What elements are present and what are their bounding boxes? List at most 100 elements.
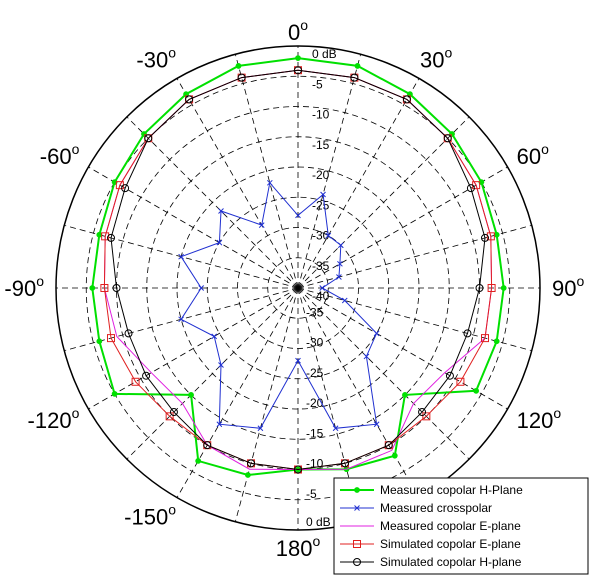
series-point — [100, 284, 109, 292]
angle-label-degree: o — [72, 141, 80, 157]
series-point — [165, 412, 174, 421]
series-point — [463, 329, 472, 338]
angle-label: 60o — [517, 141, 549, 169]
series-point — [373, 330, 380, 337]
angle-label-degree: o — [553, 405, 561, 421]
angle-label-value: 120 — [517, 408, 554, 433]
series-point — [337, 260, 343, 267]
legend-item: Measured crosspolar — [340, 501, 492, 515]
series-point — [144, 134, 153, 143]
grid-spoke — [297, 54, 362, 289]
angle-label: -30o — [136, 44, 176, 72]
series-point — [336, 274, 342, 280]
angle-label-value: -60 — [40, 144, 72, 169]
series-point — [332, 425, 339, 432]
angle-label-value: 90 — [552, 276, 576, 301]
grid-spoke — [126, 287, 299, 460]
angle-label: 30o — [420, 44, 452, 72]
grid-spoke — [297, 116, 470, 289]
series-point — [384, 441, 393, 450]
series-point — [218, 208, 224, 214]
series-point — [216, 421, 223, 428]
legend-item: Simulated copolar H-plane — [340, 555, 522, 569]
series-point — [131, 377, 140, 386]
angle-label-value: 30 — [420, 47, 444, 72]
series-point — [169, 408, 178, 417]
series-point — [337, 242, 344, 249]
grid-spoke — [297, 78, 420, 289]
series-point — [473, 387, 480, 394]
series-point — [195, 458, 202, 464]
angle-label-value: -90 — [4, 276, 36, 301]
series-point — [237, 73, 246, 82]
legend-label: Measured copolar E-plane — [380, 519, 521, 533]
series-point — [341, 297, 348, 304]
angle-label-value: -120 — [28, 408, 72, 433]
series-point — [487, 284, 496, 292]
series-point — [101, 232, 110, 241]
angle-label: -60o — [40, 141, 80, 169]
grid-spoke — [234, 287, 299, 522]
series-point — [443, 134, 452, 143]
series-point — [112, 284, 121, 292]
radial-tick-label: -20 — [312, 168, 330, 182]
series-point — [320, 191, 326, 198]
grid-spoke — [126, 116, 299, 289]
series-point — [295, 55, 301, 61]
series-point — [354, 63, 361, 69]
grid-spoke — [176, 78, 299, 289]
angle-label: 180o — [276, 533, 321, 561]
series-point — [198, 285, 205, 291]
angle-label: -90o — [4, 273, 44, 301]
grid-spoke — [234, 54, 299, 289]
angle-label-value: 180 — [276, 536, 313, 561]
legend-box — [333, 477, 589, 575]
series-point — [319, 285, 326, 291]
series-point — [325, 232, 332, 239]
radial-tick-label: -15 — [312, 138, 330, 152]
series-point — [203, 441, 212, 450]
series-point — [96, 231, 103, 238]
radial-tick-label-lower: -30 — [306, 336, 324, 350]
angle-label-degree: o — [168, 502, 176, 518]
radial-tick-label: -35 — [312, 259, 330, 273]
series-point — [106, 233, 115, 242]
angle-label: -120o — [28, 405, 80, 433]
legend-marker — [353, 558, 361, 566]
series-point — [445, 371, 454, 380]
series-point — [340, 459, 349, 468]
series-point — [456, 377, 465, 386]
grid-spoke — [297, 287, 508, 410]
series-1 — [178, 179, 380, 432]
series-point — [247, 459, 256, 468]
series-point — [493, 231, 500, 238]
series-point — [422, 412, 431, 421]
series-point — [244, 472, 251, 478]
legend-label: Simulated copolar E-plane — [380, 537, 521, 551]
legend-marker — [354, 505, 360, 511]
grid-spoke — [88, 287, 299, 410]
legend-item: Simulated copolar E-plane — [340, 537, 521, 551]
series-line — [110, 69, 486, 471]
series-point — [500, 285, 507, 291]
legend-marker — [353, 540, 361, 548]
angle-label-degree: o — [312, 533, 320, 549]
series-point — [373, 421, 380, 428]
radial-tick-label-lower: -25 — [306, 366, 324, 380]
series-point — [363, 353, 370, 360]
legend-item: Measured copolar H-Plane — [340, 483, 523, 497]
angle-label-degree: o — [444, 44, 452, 60]
angle-label-degree: o — [36, 273, 44, 289]
angle-label-degree: o — [72, 405, 80, 421]
radial-tick-label: -40 — [312, 289, 330, 303]
radial-tick-label: -10 — [312, 108, 330, 122]
angle-label-degree: o — [576, 273, 584, 289]
grid-spoke — [297, 287, 420, 498]
series-point — [124, 329, 133, 338]
series-point — [486, 232, 495, 241]
series-point — [111, 390, 118, 397]
series-point — [89, 285, 96, 291]
series-4 — [106, 66, 490, 474]
angle-labels: 0o30o60o90o120o180o-150o-120o-90o-60o-30… — [4, 17, 584, 561]
